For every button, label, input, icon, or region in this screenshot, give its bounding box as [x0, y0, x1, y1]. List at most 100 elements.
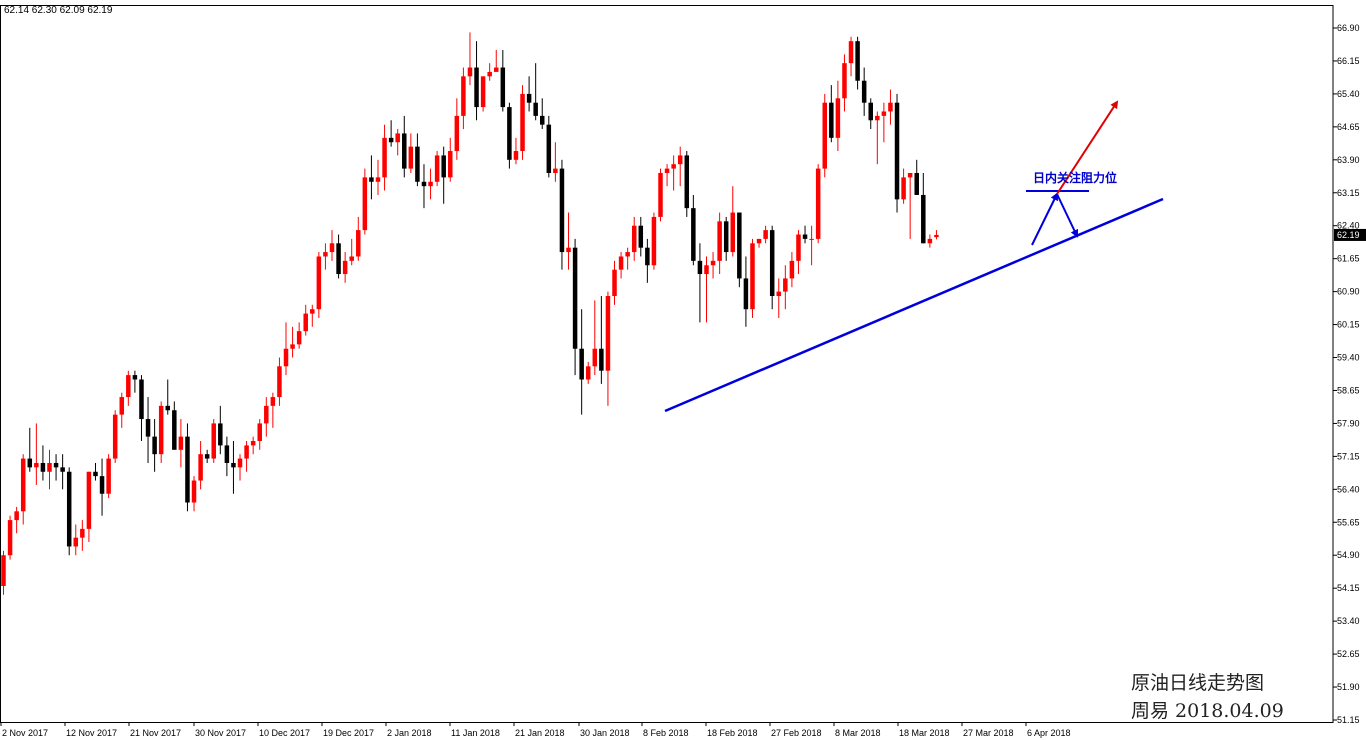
candle-body [881, 111, 887, 116]
candle-body [934, 234, 939, 238]
chart-frame [0, 5, 1334, 723]
candle-body [704, 265, 709, 275]
candle-body [710, 260, 716, 266]
candle-body [158, 405, 164, 455]
candle-body [454, 115, 460, 152]
candle-body [743, 278, 749, 310]
candle-body [579, 348, 584, 380]
caption-title: 原油日线走势图 [1131, 672, 1265, 694]
candle-body [763, 230, 768, 239]
candle-body [47, 462, 52, 472]
y-tick-label: 51.15 [1337, 715, 1360, 725]
candle-body [684, 155, 690, 209]
x-tick-label: 18 Feb 2018 [707, 728, 758, 738]
candle-body [106, 458, 111, 494]
candle-body [172, 410, 177, 450]
arrow-up-to-resistance [1031, 192, 1058, 246]
candle-body [927, 238, 933, 244]
candle-body [526, 93, 532, 103]
candle-body [783, 278, 788, 292]
candle-body [756, 238, 762, 244]
x-tick-label: 6 Apr 2018 [1027, 728, 1071, 738]
candle-body [132, 375, 138, 380]
candle-body [402, 133, 407, 169]
candle-body [7, 520, 13, 556]
candle-body [461, 76, 466, 116]
candle-body [126, 375, 131, 398]
candle-body [99, 476, 105, 494]
candle-body [815, 168, 821, 239]
candle-body [789, 260, 795, 279]
candle-body [20, 458, 26, 512]
candle-body [66, 471, 72, 547]
candle-body [342, 260, 348, 275]
candle-body [474, 67, 479, 108]
candle-body [60, 467, 65, 472]
arrow-breakout-up [1056, 100, 1119, 195]
x-tick-label: 2 Nov 2017 [2, 728, 48, 738]
x-tick-label: 10 Dec 2017 [259, 728, 310, 738]
candle-body [539, 115, 545, 125]
candle-body [336, 243, 341, 275]
x-tick-label: 27 Mar 2018 [963, 728, 1014, 738]
x-tick-label: 19 Dec 2017 [323, 728, 374, 738]
candle-body [34, 462, 39, 468]
x-tick-label: 11 Jan 2018 [451, 728, 500, 738]
candle-body [257, 423, 262, 442]
x-axis: 2 Nov 2017 12 Nov 2017 21 Nov 2017 30 Nov 2… [0, 722, 1071, 738]
current-price-label: 62.19 [1337, 230, 1360, 240]
candle-body [888, 102, 893, 112]
candle-body [835, 98, 841, 138]
candle-body [822, 102, 827, 169]
x-tick-label: 2 Jan 2018 [387, 728, 432, 738]
y-tick-label: 52.65 [1337, 649, 1360, 659]
y-tick-label: 64.65 [1337, 122, 1360, 132]
candle-body [625, 252, 630, 257]
candle-body [829, 102, 834, 138]
x-tick-label: 30 Nov 2017 [195, 728, 246, 738]
y-tick-label: 54.15 [1337, 583, 1360, 593]
candle-body [520, 93, 525, 152]
candle-body [612, 269, 617, 297]
candle-body [750, 243, 755, 310]
candle-body [428, 181, 433, 187]
candle-body [329, 243, 335, 253]
candle-body [907, 172, 913, 178]
candle-body [270, 397, 276, 406]
candle-body [848, 41, 854, 64]
candle-body [546, 124, 552, 173]
y-tick-label: 63.15 [1337, 188, 1360, 198]
candle-body [842, 63, 847, 99]
ohlc-header: 62.14 62.30 62.09 62.19 [4, 5, 113, 16]
y-tick-label: 66.90 [1337, 23, 1360, 33]
x-tick-label: 12 Nov 2017 [66, 728, 117, 738]
arrow-down-from-resistance [1056, 193, 1079, 238]
candle-body [362, 177, 368, 231]
candle-body [664, 168, 670, 173]
plot-border [0, 5, 1334, 723]
candle-body [605, 296, 611, 371]
candle-body [119, 397, 125, 415]
candle-body [323, 252, 328, 257]
candle-body [691, 208, 696, 261]
candle-body [244, 445, 249, 459]
candle-body [631, 225, 637, 253]
candle-body [139, 379, 144, 420]
candle-body [776, 291, 782, 297]
candle-body [855, 41, 860, 81]
candle-body [40, 462, 46, 472]
candle-body [310, 309, 315, 314]
candle-body [277, 366, 282, 398]
candle-body [599, 348, 604, 371]
candle-body [901, 177, 906, 200]
candle-body [211, 423, 216, 459]
candle-body [434, 155, 440, 182]
candle-body [448, 151, 453, 178]
candle-body [349, 256, 354, 261]
candle-body [165, 405, 170, 411]
candle-body [152, 436, 157, 455]
candle-body [283, 348, 289, 367]
x-tick-label: 21 Nov 2017 [130, 728, 181, 738]
y-tick-label: 66.15 [1337, 56, 1360, 66]
current-price-box [1334, 228, 1366, 241]
